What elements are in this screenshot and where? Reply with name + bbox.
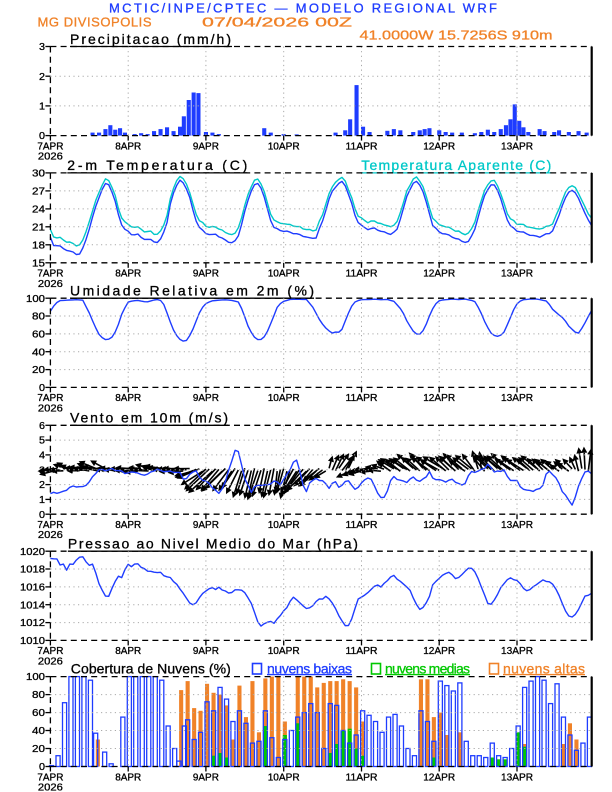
svg-text:40: 40 [32, 725, 45, 737]
svg-text:9APR: 9APR [193, 519, 219, 531]
svg-text:4: 4 [39, 450, 45, 462]
svg-text:2026: 2026 [38, 655, 63, 667]
svg-text:100: 100 [26, 293, 45, 305]
svg-text:100: 100 [26, 671, 45, 683]
svg-text:7APR: 7APR [37, 519, 63, 531]
svg-text:Temperatura Aparente (C): Temperatura Aparente (C) [361, 157, 551, 173]
svg-text:12APR: 12APR [423, 519, 455, 531]
svg-text:30: 30 [32, 168, 45, 180]
svg-text:nuvens altas: nuvens altas [503, 661, 585, 677]
svg-text:80: 80 [32, 311, 45, 323]
svg-text:27: 27 [32, 186, 45, 198]
svg-text:7APR: 7APR [37, 771, 63, 783]
svg-text:10APR: 10APR [268, 645, 300, 657]
svg-text:1012: 1012 [20, 617, 45, 629]
svg-text:9APR: 9APR [193, 392, 219, 404]
svg-text:8APR: 8APR [115, 771, 141, 783]
svg-text:9APR: 9APR [193, 771, 219, 783]
svg-text:0: 0 [39, 761, 45, 773]
svg-text:10APR: 10APR [268, 140, 300, 152]
svg-text:1014: 1014 [20, 599, 45, 611]
svg-text:18: 18 [32, 239, 45, 251]
svg-text:20: 20 [32, 364, 45, 376]
svg-text:3: 3 [39, 41, 45, 53]
svg-text:2026: 2026 [38, 151, 63, 163]
svg-text:1018: 1018 [20, 564, 45, 576]
svg-text:2: 2 [39, 71, 45, 83]
svg-text:2026: 2026 [38, 278, 63, 290]
svg-text:5: 5 [39, 435, 45, 447]
svg-text:11APR: 11APR [346, 268, 378, 280]
svg-text:11APR: 11APR [346, 771, 378, 783]
svg-text:11APR: 11APR [346, 645, 378, 657]
svg-text:1: 1 [39, 494, 45, 506]
svg-text:MCTIC/INPE/CPTEC — MODELO REGI: MCTIC/INPE/CPTEC — MODELO REGIONAL WRF [109, 1, 497, 16]
svg-text:12APR: 12APR [423, 392, 455, 404]
svg-text:8APR: 8APR [115, 140, 141, 152]
svg-text:2026: 2026 [38, 402, 63, 414]
svg-text:2026: 2026 [38, 782, 63, 792]
svg-text:11APR: 11APR [346, 140, 378, 152]
svg-text:13APR: 13APR [501, 645, 533, 657]
svg-text:10APR: 10APR [268, 268, 300, 280]
svg-text:Pressao ao Nivel Medio do Mar: Pressao ao Nivel Medio do Mar (hPa) [68, 535, 358, 551]
svg-text:1: 1 [39, 101, 45, 113]
svg-text:2: 2 [39, 479, 45, 491]
svg-text:07/04/2026 00Z: 07/04/2026 00Z [202, 15, 352, 30]
svg-text:12APR: 12APR [423, 771, 455, 783]
svg-text:8APR: 8APR [115, 392, 141, 404]
svg-text:41.0000W 15.7256S 910m: 41.0000W 15.7256S 910m [360, 28, 553, 43]
svg-text:8APR: 8APR [115, 645, 141, 657]
svg-text:7APR: 7APR [37, 140, 63, 152]
svg-text:8APR: 8APR [115, 519, 141, 531]
svg-text:9APR: 9APR [193, 645, 219, 657]
svg-text:12APR: 12APR [423, 268, 455, 280]
svg-text:11APR: 11APR [346, 519, 378, 531]
svg-text:20: 20 [32, 743, 45, 755]
svg-text:nuvens baixas: nuvens baixas [267, 661, 352, 677]
svg-text:Precipitacao (mm/h): Precipitacao (mm/h) [70, 31, 231, 47]
svg-text:1010: 1010 [20, 635, 45, 647]
svg-text:10APR: 10APR [268, 392, 300, 404]
svg-text:80: 80 [32, 689, 45, 701]
svg-text:12APR: 12APR [423, 140, 455, 152]
svg-text:7APR: 7APR [37, 392, 63, 404]
svg-text:nuvens medias: nuvens medias [385, 661, 470, 677]
svg-text:1016: 1016 [20, 582, 45, 594]
svg-text:0: 0 [39, 509, 45, 521]
svg-text:24: 24 [32, 204, 45, 216]
svg-text:Cobertura de Nuvens (%): Cobertura de Nuvens (%) [71, 661, 231, 677]
svg-text:6: 6 [39, 420, 45, 432]
svg-text:0: 0 [39, 130, 45, 142]
svg-text:13APR: 13APR [501, 392, 533, 404]
svg-text:2026: 2026 [38, 529, 63, 541]
svg-text:0: 0 [39, 382, 45, 394]
svg-text:11APR: 11APR [346, 392, 378, 404]
svg-text:13APR: 13APR [501, 140, 533, 152]
svg-text:9APR: 9APR [193, 268, 219, 280]
svg-text:60: 60 [32, 707, 45, 719]
svg-text:15: 15 [32, 257, 45, 269]
svg-text:21: 21 [32, 221, 45, 233]
svg-text:10APR: 10APR [268, 519, 300, 531]
svg-text:12APR: 12APR [423, 645, 455, 657]
svg-text:7APR: 7APR [37, 645, 63, 657]
svg-text:1020: 1020 [20, 546, 45, 558]
svg-text:13APR: 13APR [501, 268, 533, 280]
svg-text:7APR: 7APR [37, 268, 63, 280]
svg-text:40: 40 [32, 346, 45, 358]
svg-text:MG DIVISOPOLIS: MG DIVISOPOLIS [38, 15, 152, 30]
svg-text:60: 60 [32, 329, 45, 341]
svg-text:3: 3 [39, 464, 45, 476]
svg-text:10APR: 10APR [268, 771, 300, 783]
svg-text:13APR: 13APR [501, 771, 533, 783]
svg-text:8APR: 8APR [115, 268, 141, 280]
svg-text:Vento em 10m (m/s): Vento em 10m (m/s) [70, 410, 228, 426]
svg-text:9APR: 9APR [193, 140, 219, 152]
svg-text:13APR: 13APR [501, 519, 533, 531]
